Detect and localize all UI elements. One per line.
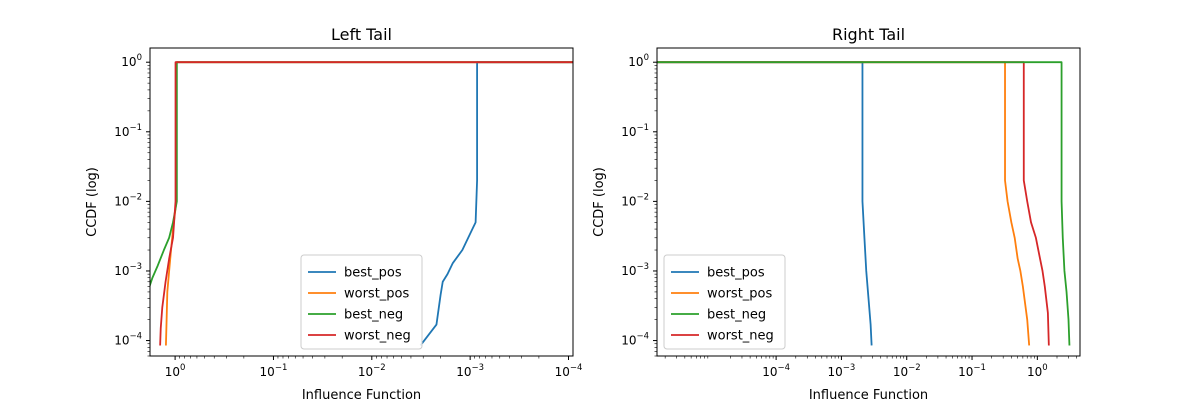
series-line-best-neg xyxy=(150,61,573,288)
left-tail-axes-frame xyxy=(149,47,574,357)
x-tick-label: 10−3 xyxy=(828,363,856,379)
left-tail-title: Left Tail xyxy=(331,25,392,44)
series-line-best-pos xyxy=(657,61,873,346)
x-tick-label: 100 xyxy=(1027,363,1048,379)
right-tail-title: Right Tail xyxy=(832,25,905,44)
y-tick-label: 10−4 xyxy=(621,332,649,348)
right-tail-legend: best_pos worst_pos best_neg worst_neg xyxy=(663,254,786,350)
legend-box xyxy=(300,254,423,350)
y-tick-label: 10−1 xyxy=(114,123,142,139)
left-tail-ticks: 100 10−1 10−2 10−3 10−4 100 10−1 10−2 10−3 10−4 xyxy=(114,53,582,379)
legend-label-worst-pos: worst_pos xyxy=(344,287,410,302)
x-tick-label: 10−4 xyxy=(762,363,790,379)
legend-label-best-pos: best_pos xyxy=(344,266,402,281)
y-tick-label: 10−1 xyxy=(621,123,649,139)
legend-box xyxy=(663,254,786,350)
left-tail-panel: Left Tail Influence Function CCDF (log) … xyxy=(85,25,582,400)
right-tail-axes-frame xyxy=(656,47,1081,357)
x-tick-label: 100 xyxy=(165,363,186,379)
y-tick-label: 10−4 xyxy=(114,332,142,348)
y-tick-label: 10−3 xyxy=(114,262,142,278)
y-tick-label: 10−3 xyxy=(621,262,649,278)
left-tail-legend: best_pos worst_pos best_neg worst_neg xyxy=(300,254,423,350)
legend-label-best-pos: best_pos xyxy=(707,266,765,281)
x-tick-label: 10−1 xyxy=(260,363,288,379)
y-tick-label: 100 xyxy=(628,53,649,69)
x-tick-label: 10−3 xyxy=(456,363,484,379)
left-tail-xlabel: Influence Function xyxy=(302,388,421,400)
legend-label-worst-neg: worst_neg xyxy=(707,329,774,344)
y-tick-label: 100 xyxy=(121,53,142,69)
x-tick-label: 10−2 xyxy=(358,363,386,379)
left-tail-ylabel: CCDF (log) xyxy=(85,167,100,237)
y-tick-label: 10−2 xyxy=(114,192,142,208)
series-line-worst-neg xyxy=(159,61,573,346)
legend-label-best-neg: best_neg xyxy=(344,308,403,323)
series-line-worst-neg xyxy=(657,61,1050,346)
legend-label-worst-pos: worst_pos xyxy=(707,287,773,302)
right-tail-lines xyxy=(657,61,1071,346)
x-tick-label: 10−2 xyxy=(893,363,921,379)
left-tail-lines xyxy=(150,61,573,347)
series-line-worst-pos xyxy=(657,61,1031,346)
series-line-best-pos xyxy=(419,61,573,347)
right-tail-panel: Right Tail Influence Function CCDF (log)… xyxy=(592,25,1081,400)
legend-label-best-neg: best_neg xyxy=(707,308,766,323)
y-tick-label: 10−2 xyxy=(621,192,649,208)
legend-label-worst-neg: worst_neg xyxy=(344,329,411,344)
right-tail-ylabel: CCDF (log) xyxy=(592,167,607,237)
x-tick-label: 10−4 xyxy=(555,363,583,379)
series-line-best-neg xyxy=(657,61,1071,346)
x-tick-label: 10−1 xyxy=(958,363,986,379)
right-tail-xlabel: Influence Function xyxy=(809,388,928,400)
